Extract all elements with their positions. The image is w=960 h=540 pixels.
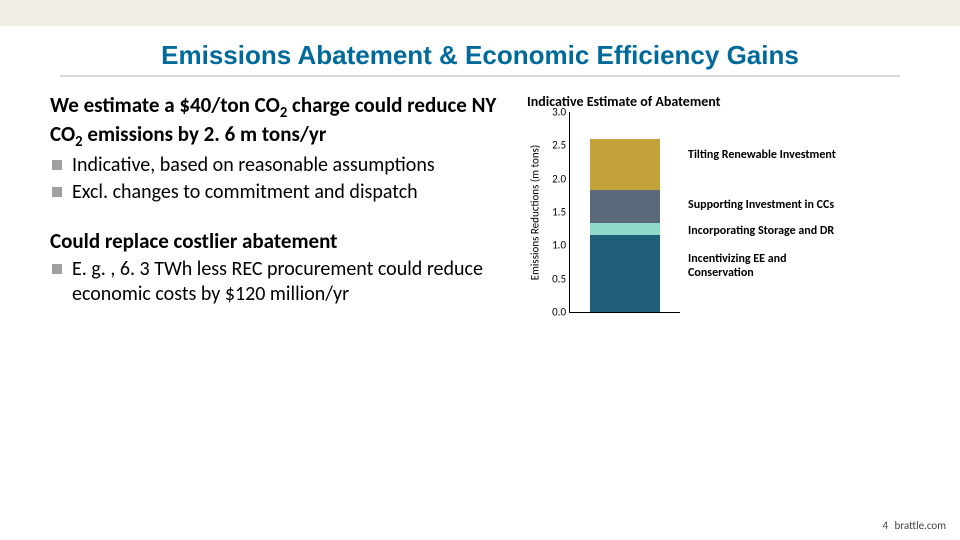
bullet-item: Indicative, based on reasonable assumpti… [72, 153, 517, 178]
left-column: We estimate a $40/ton CO2 charge could r… [50, 93, 527, 331]
p1-sub2: 2 [75, 132, 82, 150]
y-tick: 1.0 [552, 239, 566, 252]
y-tick: 0.5 [552, 272, 566, 285]
y-tick: 0.0 [552, 306, 566, 319]
bar-segment [590, 235, 660, 312]
top-band [0, 0, 960, 26]
title-rule [60, 75, 900, 77]
bar-segment [590, 223, 660, 235]
plot-block: 0.00.51.01.52.02.53.0 [543, 112, 680, 313]
bar-segment [590, 139, 660, 190]
chart-zone: Emissions Reductions (m tons) 0.00.51.01… [527, 112, 940, 313]
legend-item: Incorporating Storage and DR [688, 224, 838, 238]
y-axis-label-wrap: Emissions Reductions (m tons) [527, 112, 543, 312]
y-tick: 2.0 [552, 172, 566, 185]
p1-part3: emissions by 2. 6 m tons/yr [83, 121, 327, 147]
y-axis-label: Emissions Reductions (m tons) [529, 144, 542, 280]
plot-area [569, 112, 680, 313]
legend-item: Tilting Renewable Investment [688, 148, 838, 162]
right-column: Indicative Estimate of Abatement Emissio… [527, 93, 940, 331]
bullet-item: Excl. changes to commitment and dispatch [72, 180, 517, 205]
footer-site: brattle.com [895, 519, 946, 532]
bar-stack [590, 139, 660, 312]
bullet-group-2: E. g. , 6. 3 TWh less REC procurement co… [50, 257, 517, 307]
y-ticks: 0.00.51.01.52.02.53.0 [543, 112, 569, 312]
chart-title: Indicative Estimate of Abatement [527, 93, 940, 110]
title-block: Emissions Abatement & Economic Efficienc… [60, 40, 900, 77]
y-tick: 2.5 [552, 139, 566, 152]
page-title: Emissions Abatement & Economic Efficienc… [60, 40, 900, 71]
legend: Tilting Renewable Investment Supporting I… [680, 112, 848, 312]
p1-part1: We estimate a $40/ton CO [50, 92, 280, 118]
summary-paragraph-1: We estimate a $40/ton CO2 charge could r… [50, 93, 517, 151]
summary-paragraph-2: Could replace costlier abatement [50, 229, 517, 255]
body-row: We estimate a $40/ton CO2 charge could r… [0, 83, 960, 331]
bullet-item: E. g. , 6. 3 TWh less REC procurement co… [72, 257, 517, 307]
footer: 4 brattle.com [882, 519, 946, 532]
legend-item: Incentivizing EE and Conservation [688, 252, 838, 281]
legend-item: Supporting Investment in CCs [688, 198, 838, 212]
page-number: 4 [882, 519, 888, 532]
y-tick: 1.5 [552, 206, 566, 219]
y-tick: 3.0 [552, 106, 566, 119]
bullet-group-1: Indicative, based on reasonable assumpti… [50, 153, 517, 205]
bar-segment [590, 190, 660, 223]
